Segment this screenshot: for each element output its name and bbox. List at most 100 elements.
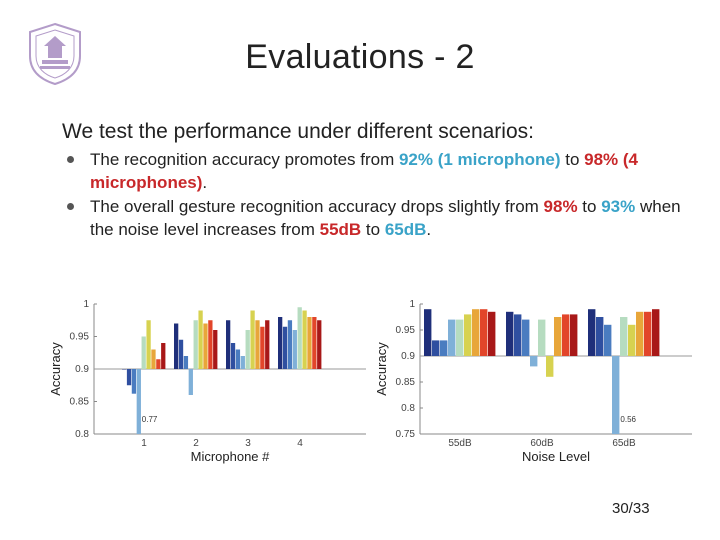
y-axis-label: Accuracy [48,342,63,396]
y-tick-label: 0.85 [70,397,90,408]
bar [307,317,312,369]
bar [265,320,270,369]
annotation-label: 0.77 [142,415,158,424]
bar [570,314,578,356]
bar [226,320,231,369]
noise-level-accuracy-chart: 1 0.95 0.9 0.85 0.8 0.75 55dB 60dB 65dB 0.56 Noise… [374,299,692,464]
bar [480,309,488,356]
y-tick-label: 0.95 [70,332,90,343]
bar [230,343,236,369]
bar [141,336,146,369]
bar [506,311,514,356]
bar [588,309,596,356]
x-tick-label: 2 [193,438,199,449]
bar [131,369,137,394]
bar [456,319,464,356]
bar [213,330,218,369]
bullet-text: . [202,173,208,192]
bar [636,311,644,356]
y-tick-label: 0.9 [401,351,415,362]
annotation-label: 0.56 [620,415,636,424]
bullet-item: The recognition accuracy promotes from 9… [64,148,704,194]
bar [644,311,652,356]
microphone-accuracy-chart: 1 0.95 0.9 0.85 0.8 1 2 3 4 0.77 Microphone # Accur… [48,299,366,464]
bar [255,320,260,369]
highlight-value: 55dB [319,220,362,239]
bar [136,369,141,434]
x-axis-label: Noise Level [522,449,590,464]
bar [193,320,198,369]
bar [312,317,317,369]
bullet-dot-icon [67,156,74,163]
highlight-text: (1 microphone) [433,150,561,169]
highlight-text: 98% (4 microphones) [90,150,639,192]
y-tick-label: 0.9 [75,364,89,375]
bullet-item: The overall gesture recognition accuracy… [64,195,704,241]
bar [652,309,660,356]
y-tick-label: 0.8 [401,403,415,414]
bar [302,310,307,369]
bar [628,324,636,356]
x-tick-label: 65dB [612,438,636,449]
highlight-value: 93% [601,197,636,216]
bar [203,323,208,369]
bar [488,311,496,356]
bar [174,323,179,369]
bar [448,319,456,356]
bar [245,330,250,369]
bar [260,326,265,369]
bullet-list: The recognition accuracy promotes from 9… [64,148,704,242]
bar [188,369,193,395]
bar [297,307,302,369]
x-tick-label: 1 [141,438,147,449]
bar [522,319,530,356]
bar [208,320,213,369]
bar [183,356,189,369]
bullet-text: to [577,197,602,216]
bullet-text: when the noise level increases from [90,197,681,239]
bar [156,359,161,369]
bar [554,317,562,356]
page-number: 30/33 [612,500,650,517]
x-axis-label: Microphone # [191,449,271,464]
bar [178,339,184,369]
bar [235,349,241,369]
bullet-text: The recognition accuracy promotes from [90,150,399,169]
bar [287,320,293,369]
highlight-value: 92% [398,150,433,169]
bar [250,310,255,369]
bullet-text: to [560,150,585,169]
bullet-text: . [426,220,432,239]
bar [472,309,480,356]
bar [161,343,166,369]
bar [546,356,554,377]
highlight-value: 65dB [384,220,427,239]
bar [292,330,297,369]
bullet-text: to [361,220,385,239]
bullet-text: The overall gesture recognition accuracy… [90,197,544,216]
bar [122,369,127,370]
bar [530,356,538,367]
bar [432,340,440,356]
bar [440,340,448,356]
x-tick-label: 60dB [530,438,554,449]
bar [240,356,245,369]
highlight-value: 98% [543,197,578,216]
bar [282,326,288,369]
bar [538,319,546,356]
bar [612,356,620,434]
y-tick-label: 0.75 [396,429,416,440]
bar [604,324,612,356]
bullet-dot-icon [67,203,74,210]
slide-title: Evaluations - 2 [245,38,475,76]
bar [151,349,156,369]
x-tick-label: 55dB [448,438,472,449]
bar [126,369,132,386]
bar [620,317,628,356]
bar [424,309,432,356]
intro-text: We test the performance under different … [62,120,534,143]
y-tick-label: 1 [409,299,415,310]
x-tick-label: 3 [245,438,251,449]
bar [596,317,604,356]
y-tick-label: 0.85 [396,377,416,388]
